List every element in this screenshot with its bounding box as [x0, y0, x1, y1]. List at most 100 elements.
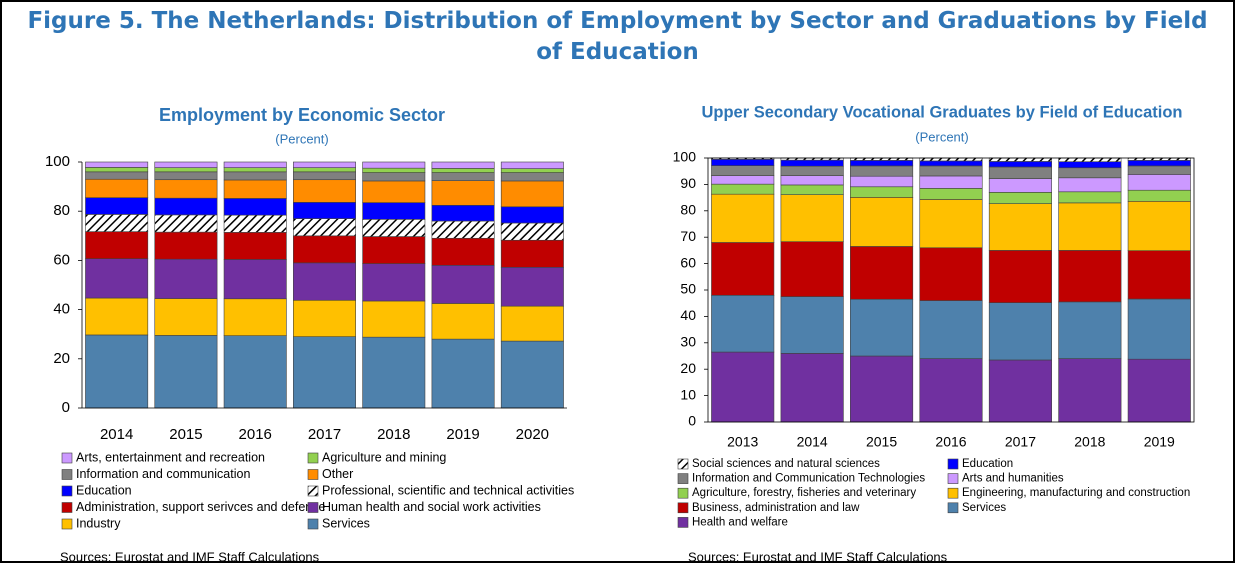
x-tick-label: 2016: [239, 426, 272, 443]
bar-segment: [919, 300, 983, 359]
y-tick-label: 20: [53, 350, 70, 367]
x-tick-label: 2019: [446, 426, 479, 443]
legend-swatch: [677, 473, 689, 484]
bar-segment: [223, 198, 287, 216]
bar-segment: [293, 299, 356, 337]
y-tick-label: 100: [673, 149, 697, 165]
bar-segment: [85, 297, 149, 336]
bar-segment: [362, 167, 426, 173]
y-tick-label: 0: [688, 413, 696, 429]
bar-segment: [362, 219, 426, 237]
legend-swatch: [61, 518, 73, 530]
y-tick-label: 80: [680, 202, 696, 218]
bar-segment: [780, 194, 844, 242]
bar-segment: [293, 171, 356, 181]
x-tick-label: 2019: [1144, 434, 1175, 450]
bar-segment: [780, 165, 844, 176]
bar-segment: [780, 159, 844, 167]
bar-segment: [362, 236, 426, 264]
bar-segment: [1058, 358, 1122, 423]
bar-segment: [223, 335, 287, 409]
legend-swatch: [61, 452, 73, 464]
bar-segment: [500, 180, 564, 208]
bar-segment: [431, 237, 495, 266]
legend-label: Professional, scientific and technical a…: [322, 483, 574, 497]
bar-segment: [850, 355, 914, 423]
bar-segment: [1127, 189, 1191, 202]
bar-segment: [1127, 250, 1191, 300]
x-tick-label: 2014: [797, 434, 828, 450]
legend-label: Information and communication: [76, 467, 250, 481]
y-tick-label: 50: [680, 281, 696, 297]
bar-segment: [293, 179, 356, 203]
figure-title: Figure 5. The Netherlands: Distribution …: [27, 8, 1208, 65]
bar-segment: [431, 338, 495, 409]
bar-segment: [154, 231, 218, 260]
bar-segment: [293, 336, 356, 409]
legend-swatch: [947, 458, 959, 470]
bar-segment: [711, 159, 775, 166]
bar-segment: [988, 157, 1052, 162]
bar-segment: [1058, 157, 1122, 162]
bar-segment: [223, 179, 287, 199]
bar-segment: [711, 165, 775, 176]
bar-segment: [919, 175, 983, 189]
bar-segment: [362, 180, 426, 203]
bar-segment: [431, 180, 495, 206]
bar-segment: [85, 171, 149, 180]
bar-segment: [154, 335, 218, 409]
legend-swatch: [677, 487, 689, 499]
legend-label: Agriculture, forestry, fisheries and vet…: [692, 487, 916, 499]
bar-segment: [431, 161, 495, 169]
bar-segment: [154, 161, 218, 168]
bar-segment: [780, 296, 844, 354]
y-tick-label: 90: [680, 175, 696, 191]
y-tick-label: 80: [53, 202, 70, 219]
y-tick-label: 30: [680, 334, 696, 350]
bar-segment: [362, 336, 426, 409]
legend-label: Health and welfare: [692, 516, 788, 528]
x-tick-label: 2018: [1074, 434, 1105, 450]
bar-segment: [223, 298, 287, 336]
bar-segment: [500, 305, 564, 342]
bar-segment: [711, 242, 775, 296]
legend-label: Arts and humanities: [962, 473, 1064, 485]
legend-label: Human health and social work activities: [322, 500, 541, 514]
bar-segment: [850, 165, 914, 177]
bar-segment: [919, 247, 983, 301]
legend-label: Arts, entertainment and recreation: [76, 450, 265, 464]
bar-segment: [1058, 177, 1122, 193]
y-tick-label: 70: [680, 228, 696, 244]
x-tick-label: 2017: [1005, 434, 1036, 450]
bar-segment: [293, 218, 356, 237]
bar-segment: [223, 214, 287, 233]
legend-swatch: [307, 502, 319, 513]
bar-segment: [500, 168, 564, 173]
bar-segment: [500, 172, 564, 182]
legend-label: Social sciences and natural sciences: [692, 458, 880, 470]
bar-segment: [850, 160, 914, 167]
x-tick-label: 2020: [516, 426, 549, 443]
legend-label: Information and Communication Technologi…: [692, 473, 925, 485]
bar-segment: [362, 161, 426, 169]
bar-segment: [154, 167, 218, 173]
bar-segment: [362, 300, 426, 338]
bar-segment: [1127, 165, 1191, 175]
bar-segment: [223, 232, 287, 260]
x-tick-label: 2015: [169, 426, 202, 443]
legend-label: Education: [76, 483, 132, 497]
bar-segment: [85, 334, 149, 409]
bar-segment: [154, 197, 218, 216]
bar-segment: [1058, 161, 1122, 169]
bar-segment: [500, 266, 564, 307]
bar-segment: [850, 298, 914, 357]
legend-swatch: [947, 473, 959, 484]
bar-segment: [1058, 250, 1122, 303]
bar-segment: [711, 351, 775, 423]
bar-segment: [431, 303, 495, 340]
bar-segment: [1058, 191, 1122, 204]
bar-segment: [500, 161, 564, 169]
bar-segment: [780, 175, 844, 186]
bar-segment: [988, 302, 1052, 361]
bar-segment: [293, 202, 356, 219]
